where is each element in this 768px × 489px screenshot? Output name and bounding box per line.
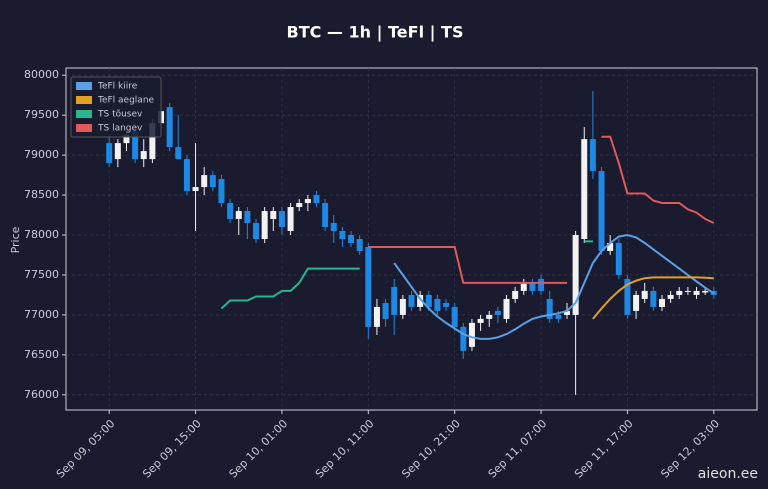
candle-body [356, 239, 363, 251]
candle-body [503, 298, 510, 319]
candle-body [313, 195, 320, 204]
candle-body [114, 143, 121, 160]
candle-body [373, 306, 380, 327]
legend-box [70, 76, 162, 138]
candle-body [399, 298, 406, 315]
candle-body [684, 290, 691, 292]
candle-body [278, 211, 285, 228]
candle-body [598, 171, 605, 251]
candle-body [486, 314, 493, 319]
y-tick-label: 76000 [24, 388, 59, 401]
chart-title: BTC — 1h | TeFl | TS [287, 23, 464, 43]
candle-body [434, 298, 441, 311]
candle-body [261, 211, 268, 239]
candle-body [209, 175, 216, 188]
legend-swatch [76, 124, 92, 132]
candle-body [408, 294, 415, 307]
candle-body [607, 242, 614, 251]
candle-body [244, 211, 251, 224]
overlay-line [220, 240, 593, 310]
y-axis-label: Price [9, 226, 22, 253]
candle-body [460, 326, 467, 351]
y-tick-label: 78500 [24, 188, 59, 201]
candle-body [106, 143, 113, 164]
y-tick-label: 77500 [24, 268, 59, 281]
candle-body [132, 131, 139, 160]
overlay-line [368, 135, 715, 284]
candle-body [166, 107, 173, 148]
candle-body [538, 278, 545, 291]
legend-swatch [76, 82, 92, 90]
plot-area [65, 67, 758, 411]
candle-body [676, 290, 683, 295]
candle-body [667, 294, 674, 299]
candle-body [572, 235, 579, 315]
legend-swatch [76, 110, 92, 118]
candle-body [451, 306, 458, 327]
candle-body [650, 290, 657, 307]
candle-body [425, 294, 432, 307]
legend-label: TS tõusev [97, 110, 143, 120]
candle-body [641, 290, 648, 299]
candle-body [391, 286, 398, 315]
candle-body [555, 314, 562, 319]
y-tick-label: 79500 [24, 108, 59, 121]
watermark: aieon.ee [698, 466, 758, 482]
candle-body [702, 290, 709, 293]
candle-body [382, 302, 389, 319]
candle-body [520, 282, 527, 291]
y-tick-label: 78000 [24, 228, 59, 241]
candle-body [443, 302, 450, 307]
candle-body [693, 290, 700, 295]
candle-body [296, 203, 303, 208]
candle-body [227, 203, 234, 220]
candle-body [589, 139, 596, 172]
candle-body [287, 207, 294, 232]
candle-body [365, 246, 372, 327]
candle-body [468, 322, 475, 347]
overlay-line [393, 233, 715, 340]
legend-label: TS langev [97, 124, 143, 134]
candle-body [633, 294, 640, 311]
candle-body [149, 123, 156, 160]
candle-body [512, 290, 519, 299]
legend-swatch [76, 96, 92, 104]
y-tick-label: 76500 [24, 348, 59, 361]
candle-body [218, 179, 225, 204]
candle-body [546, 298, 553, 319]
y-tick-label: 79000 [24, 148, 59, 161]
candle-body [615, 242, 622, 275]
legend-label: TeFl aeglane [97, 96, 155, 106]
candle-body [417, 294, 424, 307]
candle-body [658, 298, 665, 307]
candle-body [192, 187, 199, 192]
candle-body [201, 175, 208, 188]
legend-label: TeFl kiire [97, 82, 138, 92]
candle-body [563, 310, 570, 315]
candle-body [123, 135, 130, 144]
candle-body [304, 199, 311, 204]
candle-body [494, 310, 501, 315]
candle-body [235, 211, 242, 220]
candle-body [175, 147, 182, 160]
candle-body [322, 203, 329, 228]
y-tick-label: 77000 [24, 308, 59, 321]
candle-body [330, 223, 337, 232]
candle-body [270, 211, 277, 220]
candle-body [348, 235, 355, 243]
candle-body [253, 223, 260, 239]
y-tick-label: 80000 [24, 68, 59, 81]
candle-body [624, 278, 631, 315]
candle-body [529, 282, 536, 291]
overlay-line [592, 276, 714, 320]
candle-body [339, 231, 346, 239]
candle-body [477, 318, 484, 323]
candle-body [581, 139, 588, 239]
candle-body [140, 151, 147, 160]
candle-body [183, 159, 190, 192]
